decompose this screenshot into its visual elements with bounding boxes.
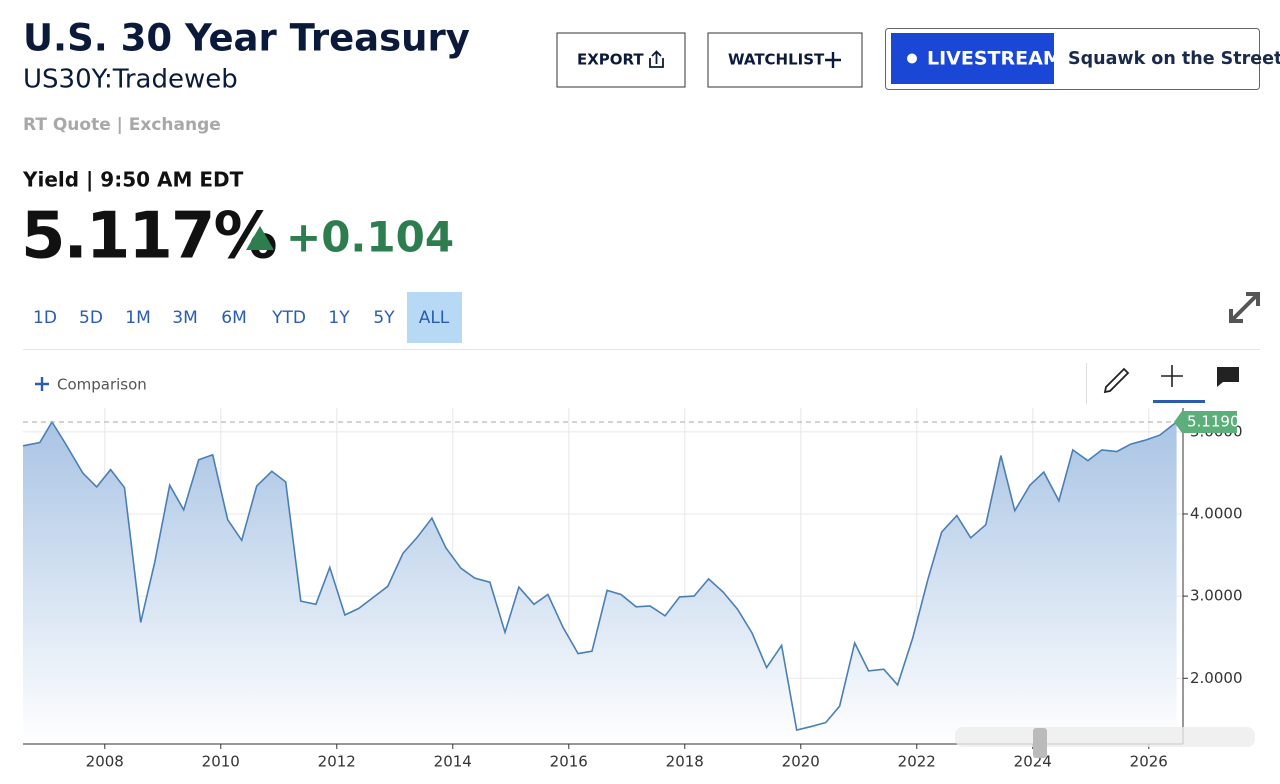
range-tab[interactable]: 5D: [79, 308, 103, 328]
quote-label: Yield | 9:50 AM EDT: [22, 168, 244, 192]
livestream-widget[interactable]: LIVESTREAM Squawk on the Street: [886, 29, 1280, 90]
symbol: US30Y:Tradeweb: [23, 65, 238, 95]
draw-icon[interactable]: [1105, 369, 1128, 392]
expand-icon[interactable]: [1231, 294, 1258, 321]
range-tab[interactable]: 3M: [172, 308, 197, 328]
x-tick-label: 2008: [86, 753, 124, 771]
y-tick-label: 4.0000: [1190, 504, 1243, 522]
range-tab[interactable]: 6M: [221, 308, 246, 328]
x-tick-label: 2020: [782, 753, 820, 771]
x-tick-label: 2014: [434, 753, 472, 771]
x-tick-label: 2012: [318, 753, 356, 771]
source: RT Quote | Exchange: [23, 115, 221, 135]
price: 5.117%: [21, 200, 276, 274]
watchlist-button[interactable]: WATCHLIST: [708, 33, 862, 87]
plus-icon[interactable]: [35, 377, 49, 391]
range-tab[interactable]: 1M: [125, 308, 150, 328]
range-tab[interactable]: ALL: [419, 308, 450, 328]
squawk-label: Squawk on the Street: [1068, 49, 1280, 69]
x-tick-label: 2016: [550, 753, 588, 771]
crosshair-icon[interactable]: [1161, 365, 1183, 387]
range-tab[interactable]: 5Y: [373, 308, 395, 328]
export-button[interactable]: EXPORT: [557, 33, 685, 87]
button-label: EXPORT: [577, 51, 644, 69]
y-tick-label: 3.0000: [1190, 587, 1243, 605]
x-tick-label: 2026: [1130, 753, 1168, 771]
comparison-link[interactable]: Comparison: [57, 376, 147, 394]
active-tool-underline: [1153, 400, 1205, 403]
range-tabs: 1D 5D 1M 3M 6M YTD 1Y 5Y ALL: [33, 292, 462, 343]
range-tab[interactable]: YTD: [271, 308, 306, 328]
livestream-label: LIVESTREAM: [927, 48, 1062, 70]
title: U.S. 30 Year Treasury: [23, 17, 470, 60]
button-label: WATCHLIST: [728, 51, 825, 69]
comment-icon[interactable]: [1217, 367, 1239, 387]
range-tab[interactable]: 1Y: [328, 308, 350, 328]
last-value-label: 5.1190: [1187, 413, 1240, 431]
x-tick-label: 2010: [202, 753, 240, 771]
live-dot: [907, 54, 917, 64]
x-tick-label: 2018: [666, 753, 704, 771]
change: +0.104: [286, 213, 454, 262]
range-tab[interactable]: 1D: [33, 308, 57, 328]
y-tick-label: 2.0000: [1190, 669, 1243, 687]
navigator[interactable]: [955, 727, 1255, 747]
navigator-handle[interactable]: [1033, 728, 1047, 758]
x-tick-label: 2022: [898, 753, 936, 771]
